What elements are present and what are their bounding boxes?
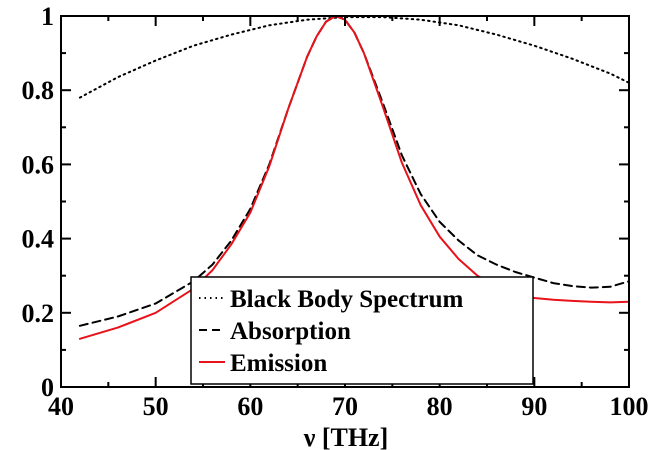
x-tick-label: 70 bbox=[332, 392, 358, 421]
x-tick-label: 50 bbox=[143, 392, 169, 421]
y-tick-label: 1 bbox=[41, 2, 54, 31]
legend-label: Black Body Spectrum bbox=[230, 286, 464, 313]
legend-label: Emission bbox=[230, 350, 327, 377]
x-tick-label: 80 bbox=[427, 392, 453, 421]
x-tick-label: 100 bbox=[610, 392, 649, 421]
legend-box bbox=[190, 276, 534, 385]
series-line-absorption bbox=[78, 15, 630, 327]
x-tick-label: 60 bbox=[237, 392, 263, 421]
legend-label: Absorption bbox=[230, 318, 351, 345]
y-tick-label: 0 bbox=[41, 373, 54, 402]
y-tick-label: 0.2 bbox=[22, 299, 55, 328]
series-layer bbox=[78, 15, 630, 340]
x-axis-title: ν [THz] bbox=[303, 423, 389, 450]
y-tick-label: 0.6 bbox=[22, 150, 55, 179]
axes-layer: 40 50 60 70 80 90 100 0 0.2 0.4 0.6 0.8 1 bbox=[22, 2, 649, 421]
y-tick-label: 0.8 bbox=[22, 76, 55, 105]
legend: Black Body Spectrum Absorption Emission bbox=[190, 276, 534, 385]
y-tick-label: 0.4 bbox=[22, 225, 55, 254]
series-line-black-body-spectrum bbox=[78, 16, 630, 99]
x-tick-label: 40 bbox=[48, 392, 74, 421]
x-tick-label: 90 bbox=[521, 392, 547, 421]
series-line-emission bbox=[78, 15, 630, 340]
